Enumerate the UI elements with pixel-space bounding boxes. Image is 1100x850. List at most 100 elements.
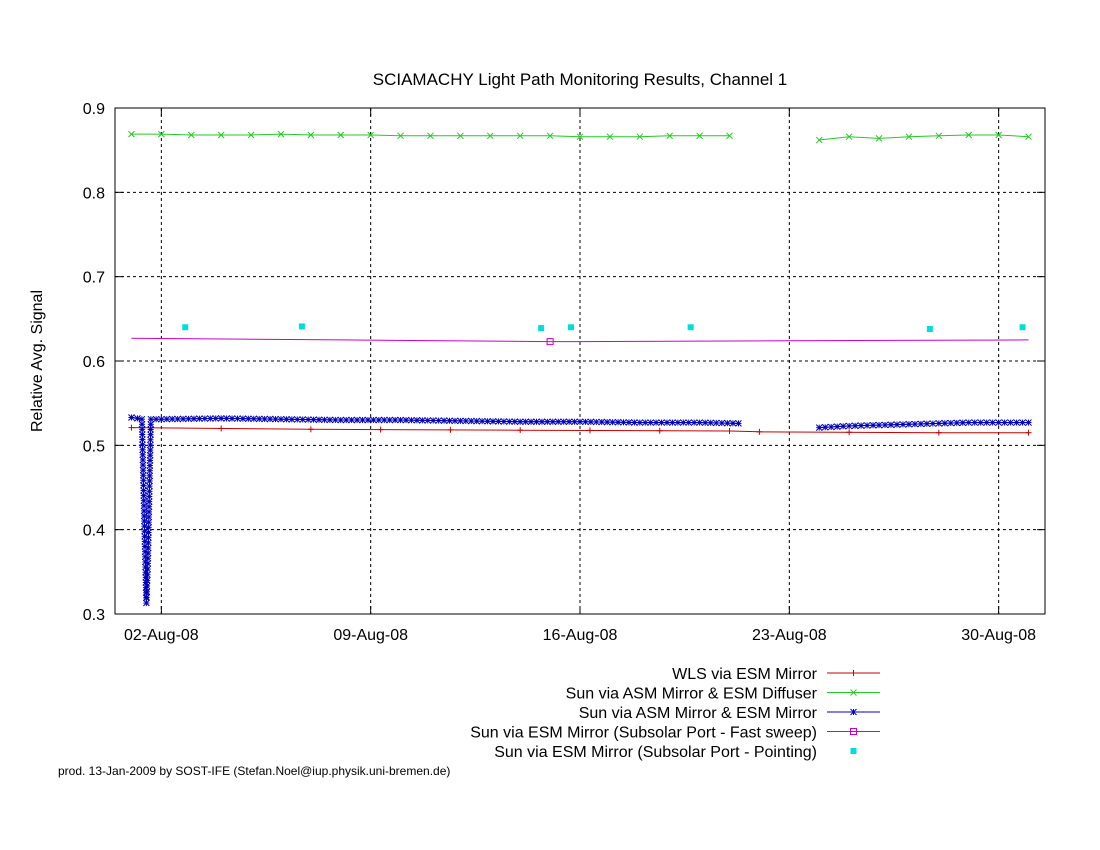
data-point [511,418,519,425]
data-point [138,426,146,433]
y-tick-label: 0.8 [83,185,105,202]
data-point [560,418,568,426]
data-point [815,136,823,144]
y-axis-label: Relative Avg. Signal [29,290,46,432]
y-tick-label: 0.7 [83,270,105,287]
x-tick-label: 09-Aug-08 [333,627,408,644]
data-point [145,513,153,521]
data-point [144,565,152,573]
data-point [140,482,147,489]
data-point [729,419,737,427]
data-point [380,416,388,424]
data-point [397,132,404,140]
footer-credit: prod. 13-Jan-2009 by SOST-IFE (Stefan.No… [58,764,450,778]
data-point [554,418,562,426]
data-point [228,415,236,422]
data-point [157,415,165,423]
data-point [598,418,606,426]
data-point [147,426,155,433]
data-point [953,419,961,427]
series-3 [128,414,1032,607]
data-point [146,472,154,480]
data-point [145,529,152,536]
data-point [965,419,973,426]
data-point [196,415,203,423]
data-point [359,416,366,424]
data-point [440,417,448,425]
data-point [486,132,494,140]
data-point [157,130,165,138]
data-point [1025,419,1032,426]
data-point [467,417,475,425]
data-point [995,419,1003,426]
data-point [418,416,426,424]
data-point [143,588,151,596]
data-point [516,132,524,140]
data-point [620,418,627,426]
data-point [696,132,703,140]
data-point [658,419,665,426]
data-point [489,417,497,425]
x-tick-label: 30-Aug-08 [961,627,1036,644]
data-point [144,539,152,547]
data-point [217,131,225,139]
data-point [565,418,573,426]
data-point [446,417,453,425]
data-point [887,421,895,429]
data-point [851,422,859,430]
data-point [905,133,913,141]
data-point [185,415,192,423]
data-point [674,419,682,426]
data-point [147,420,155,428]
data-point [863,422,871,429]
data-point [917,420,925,428]
data-point [307,131,315,139]
data-point [353,416,361,424]
chart-title: SCIAMACHY Light Path Monitoring Results,… [373,70,788,89]
data-point [1013,419,1020,426]
data-point [128,130,135,138]
data-point [875,421,883,429]
data-point [146,462,154,469]
data-point [283,415,290,423]
data-point [995,131,1003,139]
data-point [735,420,742,427]
data-point [656,427,663,434]
data-point [1001,419,1008,426]
data-point [272,415,279,423]
data-point [146,446,154,454]
data-point [145,503,153,511]
data-point [636,133,644,141]
data-point [926,325,933,332]
data-point [128,414,135,421]
data-point [923,420,931,428]
data-point [139,476,147,484]
data-point [386,416,394,424]
legend-swatch-marker [850,748,857,754]
y-tick-label: 0.6 [83,354,105,371]
data-point [845,133,853,141]
data-point [517,427,524,434]
data-point [299,416,307,423]
data-point [947,419,955,427]
data-point [223,415,230,422]
data-point [756,428,763,435]
data-point [726,132,733,140]
data-point [587,418,595,426]
data-point [614,418,622,426]
data-point [857,422,865,429]
data-point [247,131,255,139]
data-point [911,420,919,428]
data-point [893,421,901,428]
data-point [538,418,546,426]
data-point [190,415,198,423]
data-point [1019,419,1026,426]
data-point [965,131,973,139]
data-point [201,415,209,422]
data-point [815,424,823,431]
data-point [140,497,148,505]
data-point [250,415,258,423]
data-point [447,426,454,433]
data-point [145,518,153,526]
